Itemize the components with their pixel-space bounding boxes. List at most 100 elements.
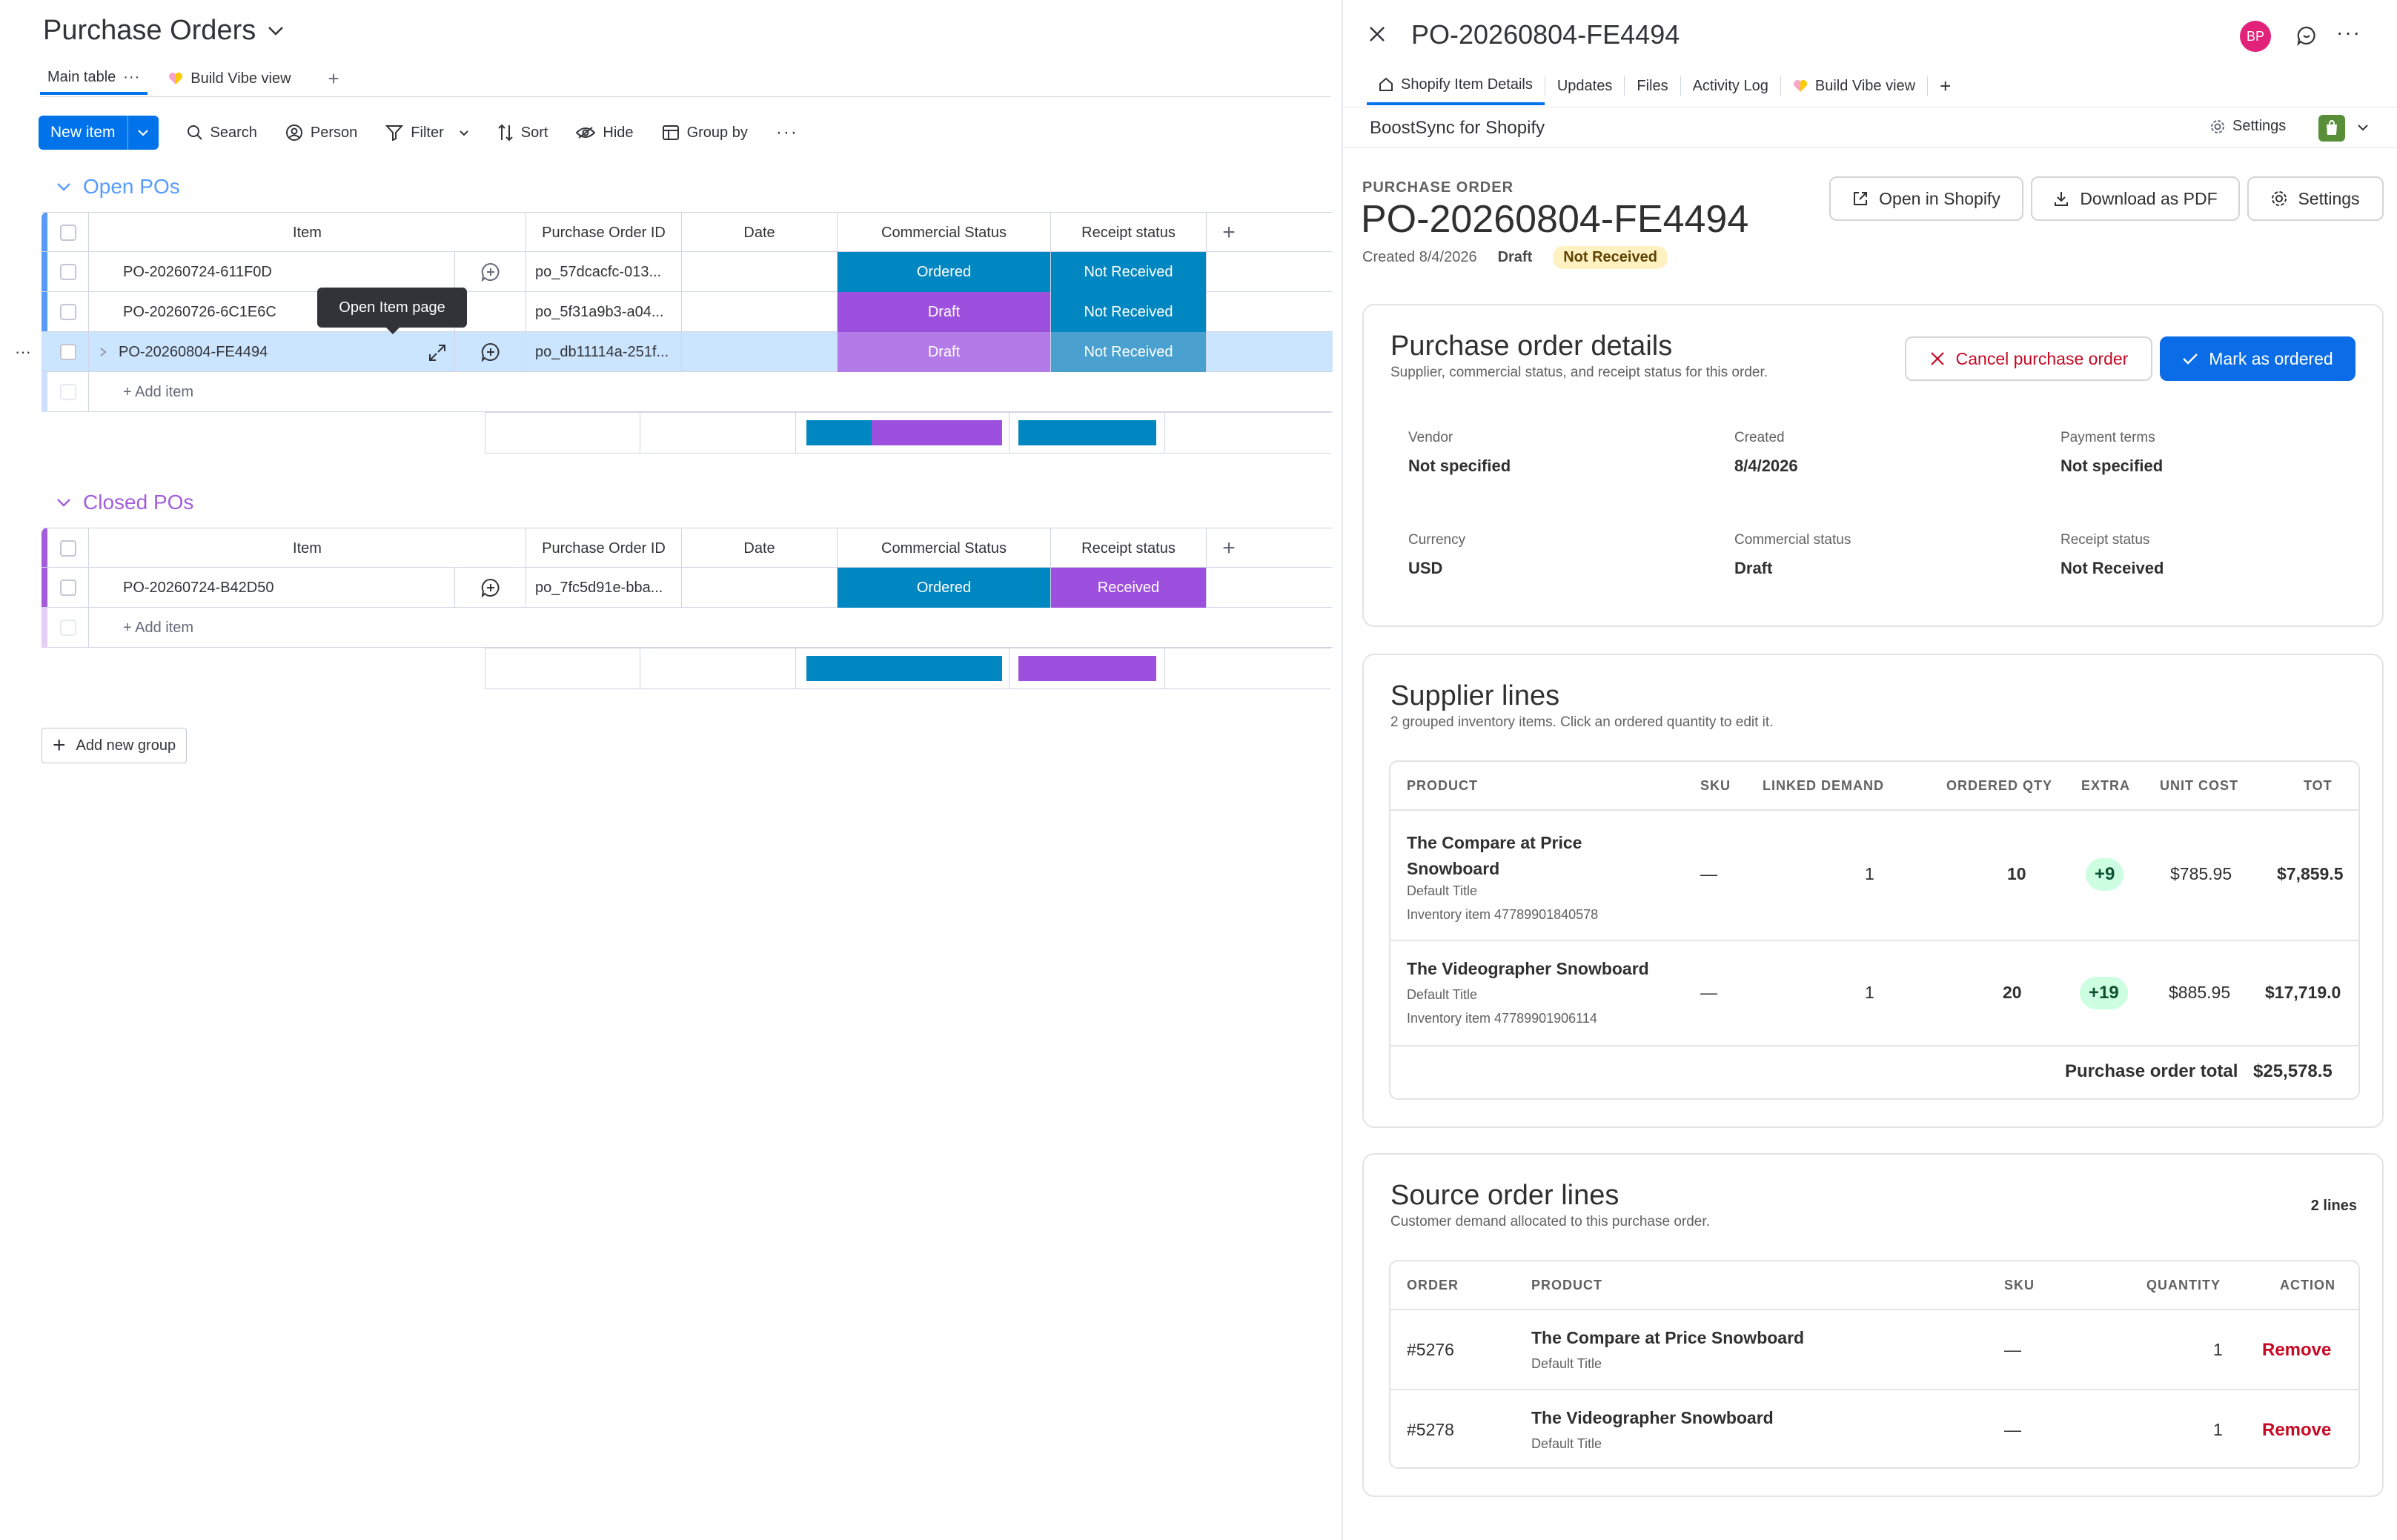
row-checkbox[interactable] — [59, 580, 76, 596]
add-item-button[interactable]: + Add item — [123, 619, 194, 636]
tab-build-vibe-view[interactable]: Build Vibe view — [161, 62, 298, 95]
select-all-checkbox[interactable] — [59, 225, 76, 241]
sort-button[interactable]: Sort — [497, 116, 548, 150]
order-number[interactable]: #5278 — [1407, 1420, 1454, 1439]
filter-button[interactable]: Filter — [385, 116, 468, 150]
add-view-icon[interactable]: + — [328, 67, 339, 90]
receipt-status-cell[interactable]: Received — [1051, 568, 1207, 608]
receipt-status-cell[interactable]: Not Received — [1051, 252, 1207, 292]
tab-files[interactable]: Files — [1637, 77, 1668, 94]
group-header-closed-pos[interactable]: Closed POs — [56, 491, 193, 514]
column-header-po-id[interactable]: Purchase Order ID — [526, 213, 682, 253]
add-column-icon[interactable]: + — [1222, 536, 1236, 560]
column-header-po-id[interactable]: Purchase Order ID — [526, 528, 682, 568]
tab-shopify-item-details[interactable]: Shopify Item Details — [1367, 67, 1545, 105]
select-all-checkbox[interactable] — [59, 540, 76, 557]
status-distribution-ordered[interactable] — [806, 420, 872, 445]
order-number[interactable]: #5276 — [1407, 1340, 1454, 1359]
chevron-down-icon[interactable] — [2357, 124, 2369, 131]
date-cell[interactable] — [682, 292, 838, 332]
open-in-shopify-button[interactable]: Open in Shopify — [1829, 176, 2023, 221]
commercial-status-cell[interactable]: Draft — [838, 332, 1051, 372]
column-header-receipt-status[interactable]: Receipt status — [1051, 213, 1207, 253]
add-column-icon[interactable]: + — [1222, 220, 1236, 245]
po-id-cell[interactable]: po_5f31a9b3-a04... — [526, 292, 682, 332]
column-header-commercial-status[interactable]: Commercial Status — [838, 528, 1051, 568]
add-item-button[interactable]: + Add item — [123, 383, 194, 400]
app-settings-button[interactable]: Settings — [2210, 118, 2286, 135]
group-header-open-pos[interactable]: Open POs — [56, 175, 180, 199]
add-item-row[interactable]: + Add item — [42, 372, 1333, 412]
chevron-down-icon[interactable] — [127, 116, 159, 150]
download-pdf-button[interactable]: Download as PDF — [2031, 176, 2240, 221]
hide-button[interactable]: Hide — [576, 116, 634, 150]
more-options-icon[interactable]: ··· — [2336, 21, 2361, 44]
add-update-icon[interactable] — [455, 332, 526, 372]
remove-button[interactable]: Remove — [2262, 1340, 2332, 1360]
date-cell[interactable] — [682, 252, 838, 292]
date-cell[interactable] — [682, 332, 838, 372]
commercial-status-cell[interactable]: Ordered — [838, 252, 1051, 292]
row-checkbox[interactable] — [59, 304, 76, 320]
add-update-icon[interactable] — [455, 292, 526, 332]
search-button[interactable]: Search — [187, 116, 257, 150]
status-distribution-draft[interactable] — [872, 420, 1002, 445]
board-title[interactable]: Purchase Orders — [43, 15, 284, 47]
add-new-group-button[interactable]: + Add new group — [42, 728, 188, 763]
remove-button[interactable]: Remove — [2262, 1420, 2332, 1440]
table-row[interactable]: PO-20260724-611F0D po_57dcacfc-013... Or… — [42, 252, 1333, 292]
commercial-status-cell[interactable]: Ordered — [838, 568, 1051, 608]
add-item-row[interactable]: + Add item — [42, 608, 1333, 648]
ordered-qty-value[interactable]: 10 — [2007, 864, 2026, 883]
tab-main-table[interactable]: Main table ··· — [40, 62, 148, 95]
group-by-button[interactable]: Group by — [662, 116, 748, 150]
column-header-date[interactable]: Date — [682, 528, 838, 568]
tab-updates[interactable]: Updates — [1556, 77, 1613, 94]
column-header-receipt-status[interactable]: Receipt status — [1051, 528, 1207, 568]
more-options-icon[interactable]: ··· — [775, 122, 798, 142]
add-tab-icon[interactable]: + — [1940, 74, 1952, 97]
chevron-down-icon[interactable] — [459, 130, 469, 136]
column-header-item[interactable]: Item — [89, 528, 526, 568]
chat-icon[interactable] — [2296, 25, 2317, 46]
commercial-status-cell[interactable]: Draft — [838, 292, 1051, 332]
more-icon[interactable]: ··· — [123, 68, 141, 85]
group-title[interactable]: Closed POs — [83, 491, 194, 514]
add-update-icon[interactable] — [455, 252, 526, 292]
receipt-status-cell[interactable]: Not Received — [1051, 332, 1207, 372]
settings-button[interactable]: Settings — [2247, 176, 2384, 221]
item-name[interactable]: PO-20260804-FE4494 — [119, 343, 268, 360]
mark-as-ordered-button[interactable]: Mark as ordered — [2160, 336, 2355, 381]
table-row[interactable]: PO-20260724-B42D50 po_7fc5d91e-bba... Or… — [42, 568, 1333, 608]
item-name[interactable]: PO-20260724-B42D50 — [89, 568, 455, 608]
tab-activity-log[interactable]: Activity Log — [1692, 77, 1768, 94]
tab-build-vibe-view[interactable]: Build Vibe view — [1781, 67, 1927, 105]
shopify-icon[interactable] — [2318, 115, 2345, 142]
row-checkbox[interactable] — [59, 344, 76, 360]
expand-icon[interactable] — [428, 344, 446, 362]
item-name[interactable]: PO-20260724-611F0D — [89, 252, 455, 292]
add-update-icon[interactable] — [455, 568, 526, 608]
cancel-purchase-order-button[interactable]: Cancel purchase order — [1905, 336, 2152, 381]
po-id-cell[interactable]: po_57dcacfc-013... — [526, 252, 682, 292]
receipt-status-cell[interactable]: Not Received — [1051, 292, 1207, 332]
panel-title[interactable]: PO-20260804-FE4494 — [1411, 19, 1680, 50]
group-title[interactable]: Open POs — [83, 175, 180, 198]
row-checkbox[interactable] — [59, 264, 76, 280]
new-item-button[interactable]: New item — [39, 116, 159, 150]
avatar[interactable]: BP — [2240, 21, 2271, 52]
column-header-date[interactable]: Date — [682, 213, 838, 253]
po-id-cell[interactable]: po_7fc5d91e-bba... — [526, 568, 682, 608]
ordered-qty-value[interactable]: 20 — [2003, 983, 2022, 1002]
date-cell[interactable] — [682, 568, 838, 608]
table-row[interactable]: PO-20260726-6C1E6C po_5f31a9b3-a04... Dr… — [42, 292, 1333, 332]
chevron-right-icon[interactable] — [99, 347, 107, 357]
column-header-commercial-status[interactable]: Commercial Status — [838, 213, 1051, 253]
chevron-down-icon[interactable] — [56, 498, 71, 507]
status-distribution-not-received[interactable] — [1018, 420, 1156, 445]
person-button[interactable]: Person — [285, 116, 357, 150]
table-row-selected[interactable]: PO-20260804-FE4494 po_db11114a-251f... D… — [42, 332, 1333, 372]
po-id-cell[interactable]: po_db11114a-251f... — [526, 332, 682, 372]
column-header-item[interactable]: Item — [89, 213, 526, 253]
row-menu-icon[interactable]: ··· — [15, 342, 31, 361]
